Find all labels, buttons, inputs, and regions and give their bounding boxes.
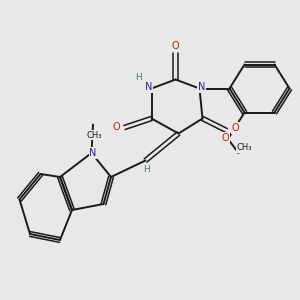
Text: O: O <box>221 133 229 143</box>
Text: H: H <box>136 73 142 82</box>
Text: CH₃: CH₃ <box>237 143 252 152</box>
Text: CH₃: CH₃ <box>87 130 102 140</box>
Text: N: N <box>89 148 97 158</box>
Text: H: H <box>144 165 150 174</box>
Text: N: N <box>145 82 152 92</box>
Text: O: O <box>232 123 239 133</box>
Text: N: N <box>198 82 206 92</box>
Text: O: O <box>172 41 179 51</box>
Text: O: O <box>112 122 120 133</box>
